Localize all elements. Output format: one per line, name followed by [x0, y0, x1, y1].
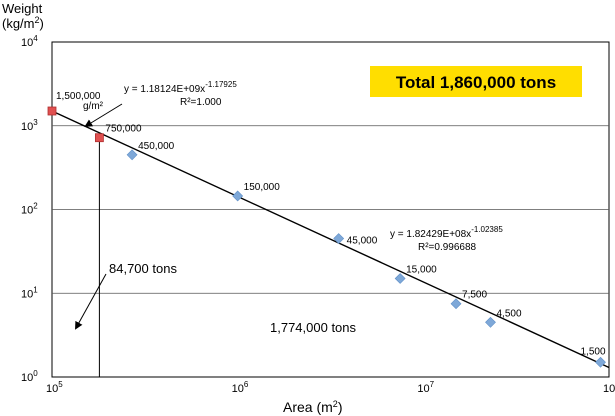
left-area-label: 84,700 tons	[109, 261, 177, 276]
x-tick-label-0: 105	[46, 380, 63, 395]
y-tick-label-3: 103	[21, 118, 38, 133]
data-label-2: 450,000	[138, 141, 175, 152]
y-axis-unit: (kg/m2)	[2, 15, 44, 31]
data-point-8	[595, 356, 606, 368]
x-tick-label-3: 108	[603, 380, 615, 395]
total-label: Total 1,860,000 tons	[396, 73, 556, 92]
r-squared-1: R²=1.000	[180, 97, 222, 108]
data-label-unit: g/m²	[83, 101, 104, 112]
equation-2: y = 1.82429E+08x-1.02385	[390, 225, 503, 240]
data-point-4	[333, 233, 345, 244]
data-label-3: 150,000	[244, 182, 281, 193]
y-tick-label-1: 101	[21, 285, 38, 300]
data-point-6	[450, 298, 462, 310]
trend-line	[51, 110, 610, 369]
data-point-5	[394, 273, 406, 284]
data-label-0: 1,500,000	[56, 91, 101, 102]
data-label-4: 45,000	[347, 236, 378, 247]
x-tick-label-1: 106	[232, 380, 249, 395]
y-axis-label: Weight	[2, 1, 43, 16]
data-point-7	[485, 316, 496, 328]
data-point-3	[232, 190, 244, 202]
y-tick-label-2: 102	[21, 202, 38, 217]
x-tick-label-2: 107	[417, 380, 434, 395]
y-tick-label-4: 104	[21, 34, 38, 49]
main-area-label: 1,774,000 tons	[270, 320, 357, 335]
data-point-0	[47, 106, 57, 116]
data-label-8: 1,500	[581, 346, 606, 357]
y-tick-label-0: 100	[21, 369, 38, 384]
equation-arrow	[84, 103, 123, 128]
total-badge	[370, 66, 582, 97]
data-label-5: 15,000	[406, 265, 437, 276]
left-area-arrow	[75, 273, 107, 330]
data-label-7: 4,500	[496, 308, 521, 319]
data-label-6: 7,500	[462, 290, 487, 301]
r-squared-2: R²=0.996688	[418, 242, 477, 253]
data-point-2	[126, 149, 138, 161]
data-point-1	[94, 133, 104, 143]
equation-1: y = 1.18124E+09x-1.17925	[124, 80, 237, 95]
x-axis-label: Area (m2)	[283, 399, 342, 415]
data-label-1: 750,000	[105, 124, 142, 135]
